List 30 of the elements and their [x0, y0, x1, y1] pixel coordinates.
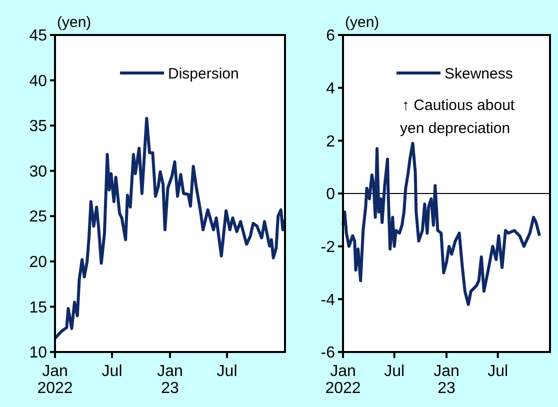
legend-label: Dispersion [168, 65, 239, 82]
x-tick-label: Jul [216, 363, 238, 380]
x-tick-label: Jan 23 [157, 363, 183, 397]
x-tick-label: Jan 2022 [325, 363, 361, 397]
line-series [54, 116, 286, 340]
y-tick-label: 45 [29, 28, 48, 45]
y-tick-label: 10 [29, 344, 48, 362]
y-tick-label: -2 [320, 238, 336, 256]
y-axis-title: (yen) [57, 14, 92, 31]
x-tick-label: Jul [384, 363, 405, 380]
y-tick-label: 6 [326, 28, 336, 45]
y-tick-label: 25 [29, 208, 48, 226]
x-tick-label: Jul [488, 363, 508, 380]
annotation: ↑ Cautious about yen depreciation [400, 97, 516, 137]
x-tick-label: Jan 2022 [37, 363, 73, 397]
y-tick-label: 30 [29, 163, 48, 180]
y-tick-label: 4 [326, 80, 336, 98]
y-tick-label: 40 [29, 72, 48, 90]
y-tick-label: 15 [29, 299, 48, 316]
y-axis-title: (yen) [345, 14, 380, 31]
line-series [342, 142, 542, 306]
y-tick-label: 20 [29, 254, 48, 272]
y-tick-label: 0 [326, 186, 336, 204]
x-tick-label: Jan 23 [434, 363, 460, 397]
legend-label: Skewness [444, 65, 513, 82]
y-tick-label: -6 [320, 344, 336, 362]
x-tick-label: Jul [102, 363, 122, 380]
y-tick-label: 2 [326, 133, 336, 150]
y-tick-label: -4 [320, 292, 336, 309]
y-tick-label: 35 [29, 118, 48, 136]
